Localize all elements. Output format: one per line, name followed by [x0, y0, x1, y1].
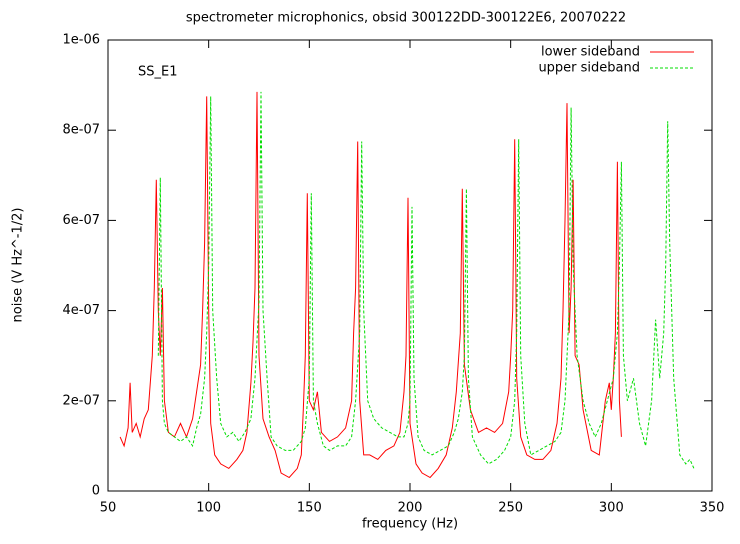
legend-label: upper sideband: [538, 61, 640, 76]
y-tick-label: 0: [92, 484, 100, 499]
series-line: [119, 91, 622, 479]
y-tick-label: 2e-07: [62, 393, 100, 408]
x-tick-label: 100: [196, 501, 221, 516]
x-tick-label: 350: [700, 501, 725, 516]
y-tick-label: 8e-07: [62, 123, 100, 138]
x-axis-label: frequency (Hz): [362, 517, 458, 532]
series-line: [157, 91, 695, 469]
plot-border: [107, 39, 713, 492]
y-tick-label: 4e-07: [62, 303, 100, 318]
x-tick-label: 150: [297, 501, 322, 516]
y-axis-label: noise (V Hz^-1/2): [11, 208, 26, 323]
legend-label: lower sideband: [541, 45, 640, 60]
annotation: SS_E1: [138, 65, 178, 80]
y-tick-label: 6e-07: [62, 213, 100, 228]
x-tick-label: 300: [599, 501, 624, 516]
x-tick-label: 50: [100, 501, 117, 516]
chart-title: spectrometer microphonics, obsid 300122D…: [186, 11, 626, 26]
x-tick-label: 200: [398, 501, 423, 516]
x-tick-label: 250: [498, 501, 523, 516]
y-tick-label: 1e-06: [62, 33, 100, 48]
